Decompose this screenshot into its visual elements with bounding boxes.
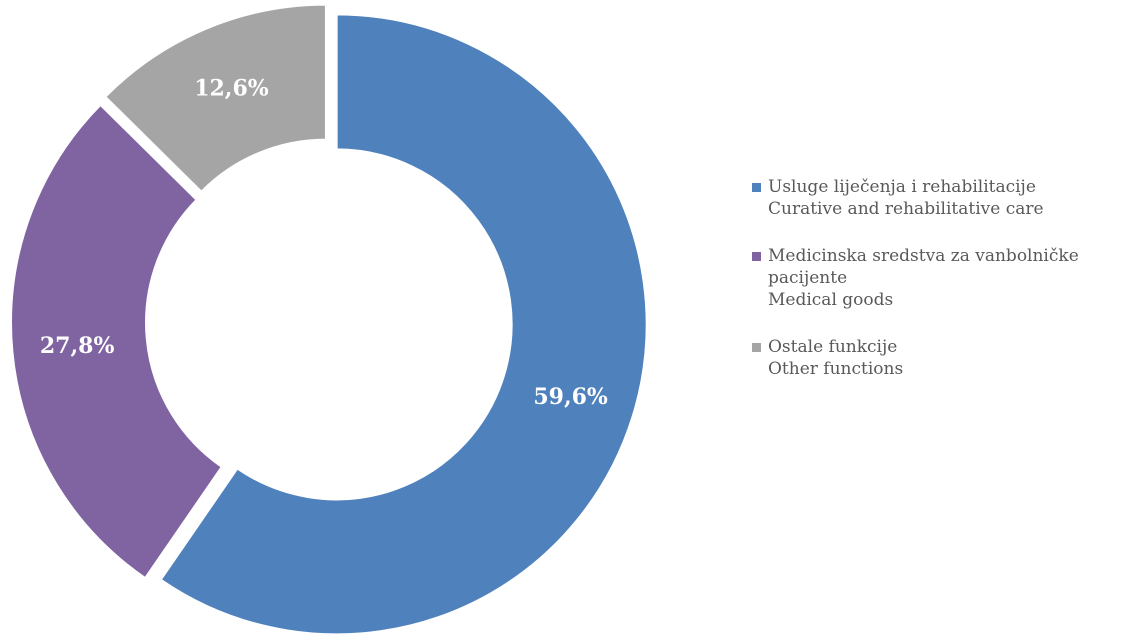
legend-item-2: Ostale funkcije Other functions [752,336,1142,380]
legend-text-2-1: Other functions [768,359,904,379]
slice-label-2: 12,6% [194,76,269,102]
legend-text-0-0: Usluge liječenja i rehabilitacije [768,177,1036,197]
donut-slice-1 [10,103,224,580]
slice-label-0: 59,6% [533,384,608,410]
donut-slice-2 [103,3,327,194]
legend-text-1-1: pacijente [768,268,848,288]
donut-labels: 59,6% 27,8% 12,6% [40,76,608,411]
legend-item-1: Medicinska sredstva za vanbolničke pacije… [752,245,1142,311]
chart-legend: Usluge liječenja i rehabilitacije Curativ… [752,176,1142,405]
donut-slice-0 [159,13,648,635]
legend-text-1-0: Medicinska sredstva za vanbolničke [768,246,1079,266]
legend-text-2-0: Ostale funkcije [768,337,898,357]
legend-item-0: Usluge liječenja i rehabilitacije Curativ… [752,176,1142,220]
donut-slices [10,3,648,635]
legend-swatch-2 [752,343,761,352]
legend-swatch-0 [752,183,761,192]
slice-label-1: 27,8% [40,333,115,359]
legend-text-0-1: Curative and rehabilitative care [768,199,1044,219]
legend-text-1-2: Medical goods [768,290,894,310]
legend-swatch-1 [752,252,761,261]
